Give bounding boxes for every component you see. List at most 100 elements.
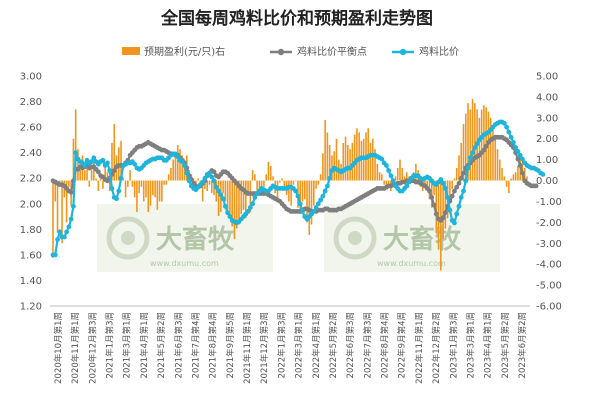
- profit-bar: [113, 124, 116, 181]
- x-tick-label: 2020年11月第1周: [70, 312, 81, 384]
- profit-bar: [79, 170, 82, 181]
- profit-bar: [451, 180, 453, 189]
- profit-bar: [317, 180, 320, 185]
- profit-bar: [233, 180, 236, 240]
- profit-bar: [385, 180, 388, 189]
- x-tick-label: 2022年12月第2周: [431, 312, 442, 384]
- ratio-point: [438, 177, 444, 182]
- profit-bar: [326, 132, 329, 181]
- x-tick-label: 2021年7月第4周: [190, 312, 201, 378]
- profit-bar: [437, 180, 440, 250]
- ratio-point: [116, 188, 122, 194]
- profit-bar: [399, 159, 401, 181]
- profit-bar: [492, 126, 494, 181]
- profit-bar: [512, 174, 515, 181]
- profit-bar: [313, 180, 315, 206]
- profit-bar: [201, 180, 204, 202]
- balance-point: [449, 193, 455, 199]
- x-tick-label: 2020年10月第1周: [53, 312, 64, 384]
- profit-bar: [133, 180, 136, 198]
- profit-bar: [288, 180, 290, 202]
- profit-bar: [301, 180, 304, 202]
- profit-bar: [406, 172, 408, 181]
- profit-bar: [145, 180, 147, 198]
- x-tick-label: 2021年6月第3周: [173, 312, 184, 378]
- ratio-point: [540, 171, 546, 177]
- profit-bar: [83, 170, 86, 181]
- ratio-point: [325, 183, 330, 189]
- ratio-point: [55, 237, 60, 242]
- profit-bar: [172, 159, 174, 181]
- ratio-point: [175, 154, 181, 159]
- ratio-point: [508, 134, 514, 140]
- profit-bar: [455, 168, 458, 181]
- profit-bar: [54, 180, 57, 202]
- profit-bar: [290, 180, 292, 206]
- ratio-point: [200, 179, 206, 185]
- profit-bar: [156, 180, 159, 210]
- ratio-point: [510, 140, 516, 145]
- profit-bar: [56, 180, 59, 233]
- ratio-point: [456, 203, 462, 209]
- profit-bar: [231, 180, 233, 227]
- profit-bar: [258, 180, 261, 194]
- x-tick-label: 2023年1月第3周: [448, 312, 459, 378]
- balance-point: [442, 210, 448, 216]
- x-tick-label: 2021年1月第3周: [105, 312, 116, 378]
- profit-bar: [281, 178, 283, 181]
- profit-bar: [426, 180, 429, 189]
- profit-bar: [435, 180, 438, 233]
- profit-bar: [319, 174, 322, 181]
- profit-bar: [514, 172, 517, 181]
- profit-bar: [226, 180, 229, 210]
- profit-bar: [353, 134, 356, 181]
- ratio-point: [313, 205, 319, 211]
- profit-bar: [458, 155, 460, 181]
- profit-bar: [86, 163, 88, 181]
- profit-bar: [167, 174, 170, 181]
- profit-bar: [176, 145, 179, 181]
- ratio-point: [472, 145, 478, 150]
- ratio-point: [327, 175, 333, 181]
- profit-bar: [360, 140, 363, 181]
- ratio-point: [297, 201, 303, 207]
- profit-bar: [170, 168, 172, 181]
- profit-bar: [217, 180, 220, 217]
- profit-bar: [505, 180, 508, 187]
- profit-bar: [324, 119, 326, 181]
- y-right-tick-label: -6.00: [536, 302, 562, 313]
- profit-bar: [102, 180, 104, 189]
- profit-bar: [72, 138, 75, 181]
- profit-bar: [489, 117, 492, 181]
- y-left-tick-label: 2.60: [20, 123, 42, 134]
- profit-bar: [464, 113, 467, 181]
- ratio-point: [182, 163, 187, 168]
- ratio-point: [447, 207, 453, 213]
- profit-bar: [95, 178, 97, 181]
- profit-bar: [210, 180, 213, 194]
- ratio-point: [442, 186, 448, 191]
- profit-bar: [374, 149, 376, 181]
- ratio-point: [105, 160, 110, 166]
- profit-bar: [401, 168, 404, 181]
- x-tick-label: 2023年4月第1周: [483, 312, 494, 378]
- ratio-point: [91, 155, 97, 161]
- profit-bar: [310, 180, 313, 225]
- balance-point: [452, 188, 457, 194]
- ratio-point: [245, 209, 251, 214]
- profit-bar: [151, 180, 154, 196]
- profit-bar: [136, 180, 138, 212]
- profit-bar: [371, 138, 374, 181]
- ratio-point: [107, 168, 113, 173]
- ratio-point: [515, 148, 521, 154]
- ratio-point: [66, 224, 72, 230]
- ratio-point: [202, 175, 208, 181]
- x-tick-label: 2021年11月第1周: [242, 312, 253, 384]
- legend-marker-balance: [277, 48, 285, 56]
- profit-bar: [197, 178, 199, 181]
- x-tick-label: 2021年3月第1周: [122, 312, 133, 378]
- x-tick-label: 2022年9月第4周: [397, 312, 408, 378]
- profit-bar: [351, 142, 354, 181]
- balance-point: [433, 211, 439, 217]
- x-tick-label: 2021年5月第2周: [156, 312, 167, 378]
